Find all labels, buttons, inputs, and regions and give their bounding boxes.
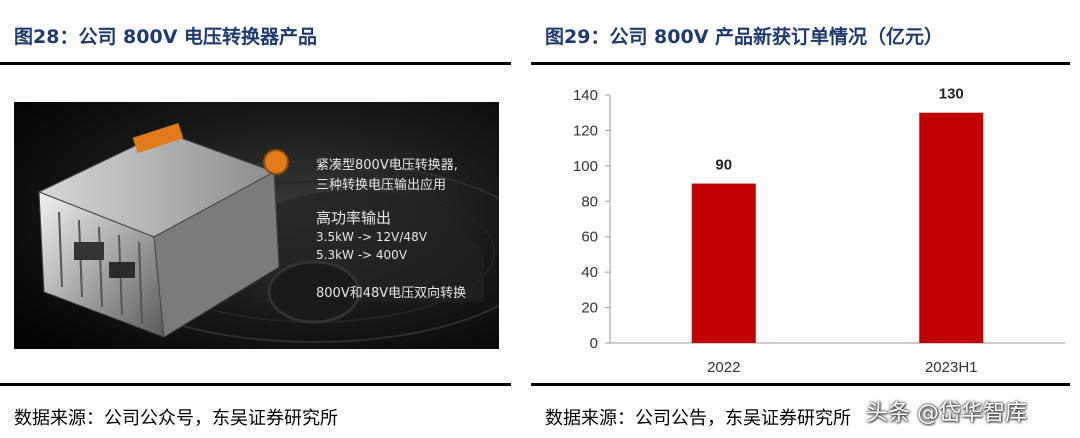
y-tick-label: 140: [573, 87, 598, 104]
y-tick-label: 120: [573, 122, 598, 139]
y-tick-label: 20: [581, 300, 598, 317]
right-bottom-rule: [531, 383, 1070, 386]
y-tick-label: 60: [581, 229, 598, 246]
bar-2023H1: [919, 112, 984, 343]
order-bar-chart: 0 20 40 60 80 100 120 140 90 2022 130 2023H1: [573, 86, 1065, 376]
x-tick-label-2022: 2022: [707, 359, 740, 376]
right-source-note: 数据来源：公司公告，东吴证券研究所: [545, 408, 851, 429]
data-label-2023H1: 130: [939, 86, 964, 103]
bar-2022: [691, 183, 756, 343]
right-panel-title: 图29：公司 800V 产品新获订单情况（亿元）: [545, 26, 944, 48]
photo-caption-line-2: 三种转换电压输出应用: [316, 178, 447, 193]
left-bottom-rule: [0, 383, 511, 386]
left-top-rule: [0, 62, 511, 65]
left-source-note: 数据来源：公司公众号，东吴证券研究所: [14, 408, 338, 429]
product-photo: 紧凑型800V电压转换器, 三种转换电压输出应用 高功率输出 3.5kW -> …: [14, 102, 499, 349]
photo-caption-line-4: 3.5kW -> 12V/48V: [316, 230, 427, 244]
right-top-rule: [531, 62, 1070, 65]
photo-caption-line-5: 5.3kW -> 400V: [316, 248, 408, 262]
converter-illustration: [14, 102, 499, 349]
left-panel-title: 图28：公司 800V 电压转换器产品: [14, 26, 318, 48]
watermark: 头条 @岱华智库: [866, 401, 1027, 426]
data-label-2022: 90: [715, 157, 732, 174]
photo-caption-line-6: 800V和48V电压双向转换: [316, 286, 467, 301]
y-tick-label: 0: [590, 335, 598, 352]
y-tick-label: 80: [581, 193, 598, 210]
y-tick-label: 100: [573, 158, 598, 175]
y-tick-label: 40: [581, 264, 598, 281]
photo-caption-line-1: 紧凑型800V电压转换器,: [316, 158, 458, 173]
x-tick-label-2023H1: 2023H1: [925, 359, 978, 376]
photo-caption-line-3: 高功率输出: [316, 209, 392, 227]
